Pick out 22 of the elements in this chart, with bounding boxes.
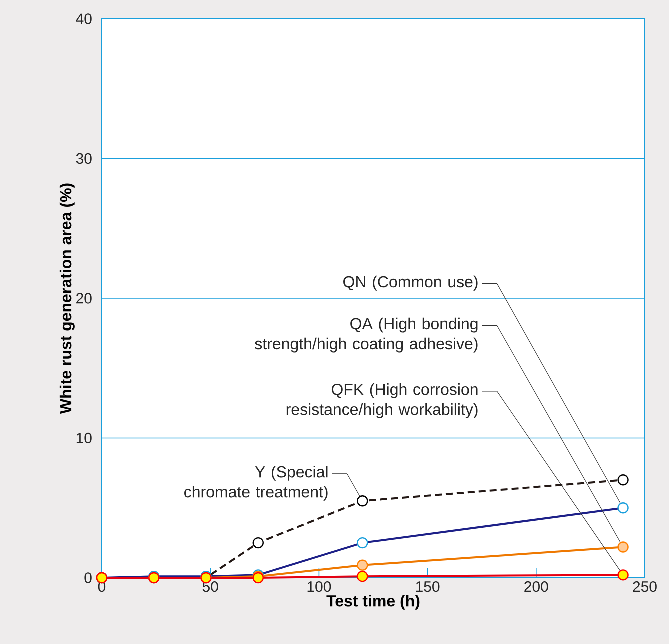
x-tick-label: 200	[524, 582, 548, 592]
x-axis-title: Test time (h)	[326, 595, 420, 610]
text: QA (High bonding strength/high coating adhesive)	[255, 318, 478, 353]
y-axis-title: White rust generation area (%)	[60, 184, 75, 414]
point	[357, 570, 368, 582]
y-tick-label: 30	[76, 153, 92, 164]
text: QN (Common use)	[344, 276, 478, 291]
point	[252, 537, 264, 549]
x-tick-label: 150	[416, 582, 440, 592]
y-tick-label: 40	[76, 14, 92, 24]
y-tick-label: 0	[84, 572, 92, 584]
point	[618, 570, 629, 581]
text: QFK (High corrosion resistance/high workability)	[286, 384, 478, 418]
x-tick-label: 100	[308, 582, 332, 592]
point	[618, 474, 629, 486]
series-label: Y (Special chromate treatment)	[184, 466, 328, 501]
point	[618, 542, 629, 553]
point	[357, 560, 368, 572]
y-tick-label: 20	[76, 293, 92, 304]
point	[357, 496, 368, 507]
y-tick-label: 10	[76, 432, 92, 444]
x-tick-label: 250	[633, 582, 657, 592]
